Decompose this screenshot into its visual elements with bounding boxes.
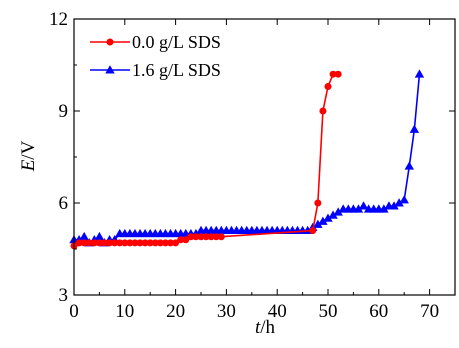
data-point-triangle <box>79 231 89 241</box>
data-point-circle <box>182 236 190 244</box>
x-tick-label: 10 <box>115 301 134 322</box>
legend-item: 0.0 g/L SDS <box>90 32 221 52</box>
data-point-triangle <box>404 161 414 170</box>
legend: 0.0 g/L SDS 1.6 g/L SDS <box>90 32 221 80</box>
data-point-circle <box>217 233 225 241</box>
data-point-circle <box>334 70 342 78</box>
x-tick-label: 20 <box>166 301 185 322</box>
series-circle <box>70 70 342 250</box>
legend-marker <box>106 38 114 46</box>
x-tick-label: 30 <box>217 301 236 322</box>
x-axis-label: t/h <box>255 317 276 338</box>
data-point-circle <box>314 199 322 207</box>
legend-marker <box>105 65 115 74</box>
data-point-triangle <box>399 195 409 204</box>
series-line <box>74 74 421 244</box>
axes: 0 10 20 30 40 50 60 70 3 6 9 12 <box>49 9 456 322</box>
x-tick-label: 70 <box>420 301 439 322</box>
plot-area <box>69 69 425 250</box>
data-point-circle <box>309 227 317 235</box>
y-tick-label: 3 <box>59 285 69 306</box>
x-tick-label: 60 <box>369 301 388 322</box>
y-tick-label: 6 <box>59 193 69 214</box>
series-triangle <box>69 69 425 247</box>
legend-label: 0.0 g/L SDS <box>132 32 221 52</box>
series-line <box>73 73 339 247</box>
y-tick-label: 12 <box>49 9 68 30</box>
x-tick-label: 40 <box>268 301 287 322</box>
y-axis-label: E/V <box>18 140 39 172</box>
legend-item: 1.6 g/L SDS <box>90 60 221 80</box>
x-tick-label: 0 <box>69 301 79 322</box>
data-point-circle <box>319 107 327 115</box>
data-point-triangle <box>409 124 420 133</box>
data-point-circle <box>172 239 180 247</box>
x-tick-label: 50 <box>319 301 338 322</box>
y-tick-label: 9 <box>59 101 69 122</box>
data-point-circle <box>324 82 332 90</box>
legend-label: 1.6 g/L SDS <box>132 60 221 80</box>
data-point-triangle <box>414 69 425 78</box>
data-point-triangle <box>358 201 369 210</box>
data-point-triangle <box>94 231 105 241</box>
